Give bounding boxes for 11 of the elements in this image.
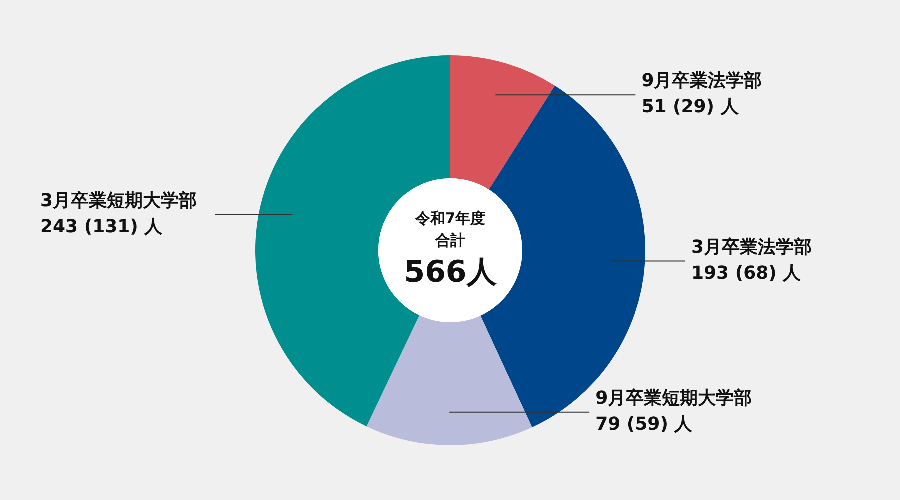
text: 合計: [434, 232, 466, 250]
text: 令和7年度: [414, 210, 486, 228]
data-label: 193 (68) 人: [692, 262, 802, 284]
text: 566人: [404, 255, 498, 290]
data-label: 243 (131) 人: [40, 216, 164, 238]
slice-label: 9月卒業短期大学部: [596, 388, 752, 409]
slice-label: 3月卒業法学部: [692, 236, 812, 258]
data-label: 51 (29) 人: [642, 96, 740, 118]
data-label: 79 (59) 人: [596, 414, 694, 435]
slice-label: 9月卒業法学部: [642, 70, 762, 92]
slice-label: 3月卒業短期大学部: [40, 190, 198, 212]
